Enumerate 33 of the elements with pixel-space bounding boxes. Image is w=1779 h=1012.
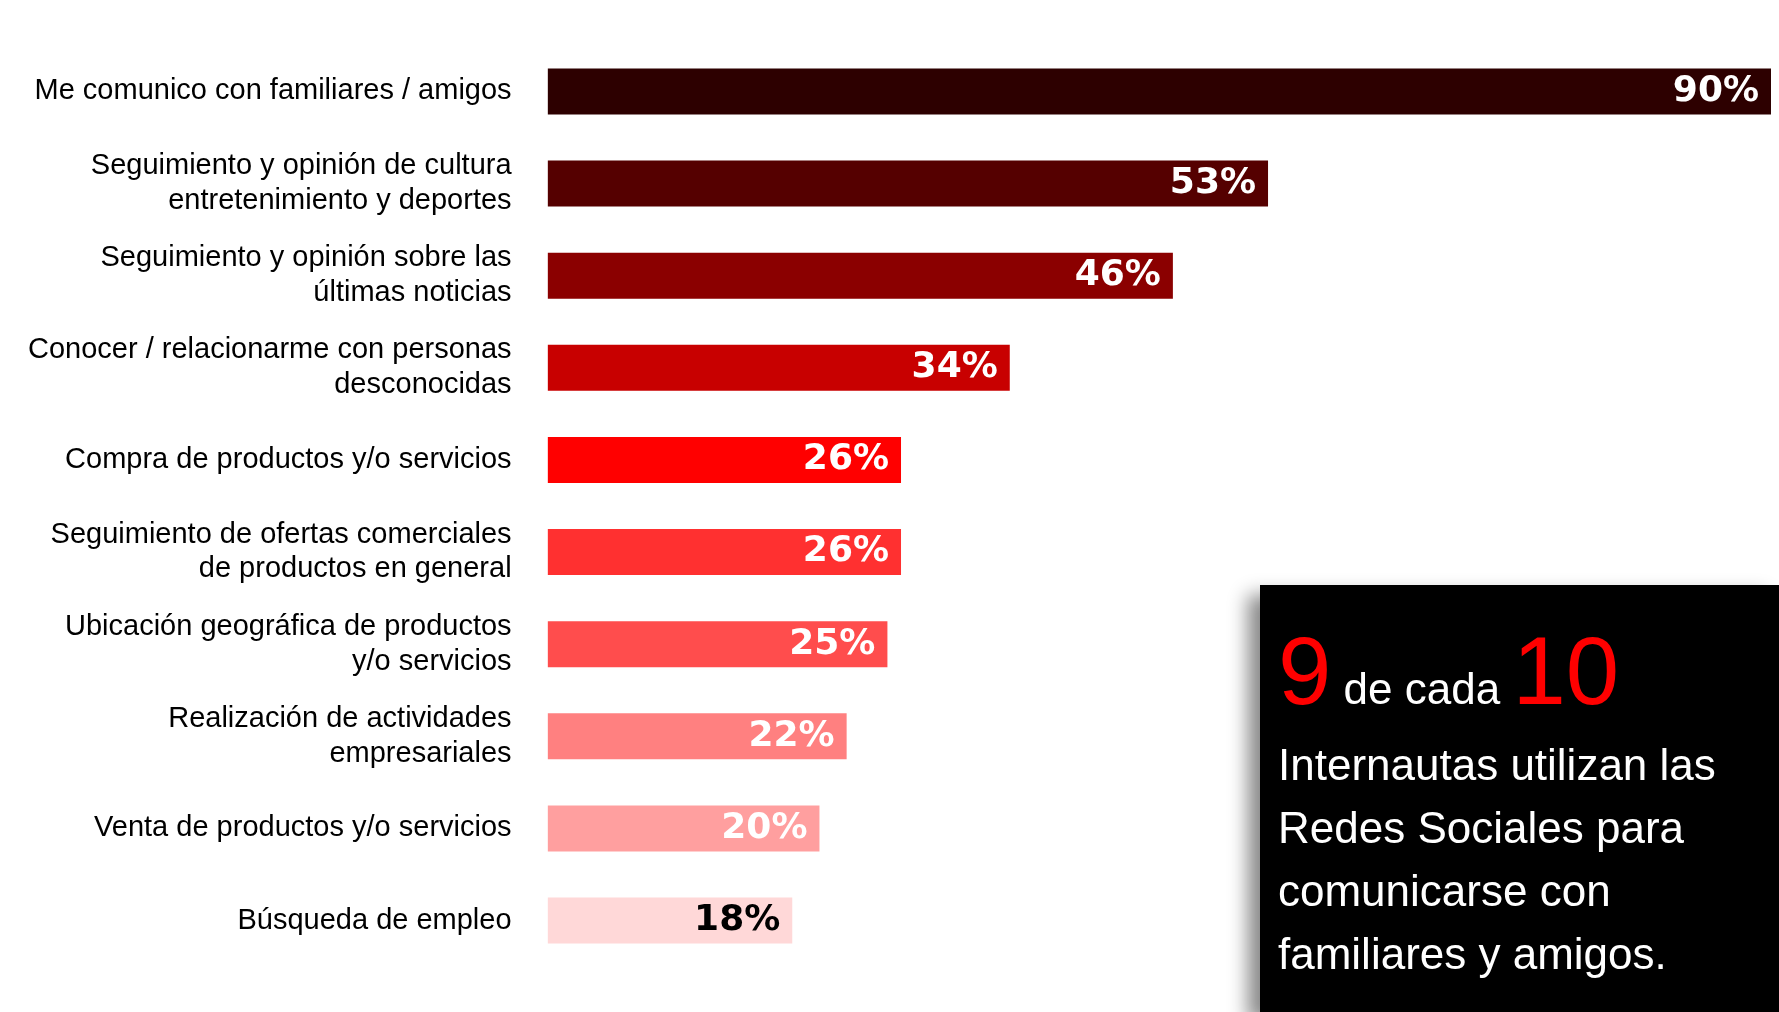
annotation: Internautas utilizan las Redes Sociales para comunicarse con familiares y amigos. — [1278, 739, 1717, 980]
y-tick-label: Realización de actividades empresariales — [168, 700, 512, 768]
data-label: 53% — [1169, 159, 1257, 201]
y-tick-label: Ubicación geográfica de productos y/o servicios — [65, 608, 512, 676]
data-label: 25% — [789, 620, 876, 662]
data-label: 26% — [802, 528, 890, 570]
data-label: 26% — [802, 436, 890, 478]
data-label: 34% — [911, 344, 998, 386]
bar — [547, 436, 902, 483]
y-tick-label: Venta de productos y/o servicios — [94, 810, 512, 843]
bar — [547, 252, 1173, 299]
y-tick-label: Seguimiento de ofertas comerciales de productos en general — [50, 516, 512, 584]
bar — [547, 344, 1010, 391]
data-label: 20% — [721, 804, 808, 846]
bar — [547, 529, 902, 576]
y-tick-label: Conocer / relacionarme con personas desconocidas — [27, 332, 512, 400]
data-label: 18% — [694, 896, 781, 938]
y-tick-label: Seguimiento y opinión sobre las últimas noticias — [100, 240, 512, 308]
bar — [547, 68, 1771, 115]
y-tick-label: Seguimiento y opinión de cultura entretenimiento y deportes — [90, 148, 513, 215]
bar — [547, 713, 847, 760]
annotation: 10 — [1512, 617, 1620, 724]
bar — [547, 621, 888, 668]
bar — [547, 160, 1269, 207]
annotation: 9 — [1278, 617, 1332, 724]
data-label: 22% — [748, 712, 835, 754]
y-tick-label: Compra de productos y/o servicios — [65, 441, 512, 474]
bar — [547, 805, 820, 852]
data-label: 46% — [1074, 252, 1161, 294]
annotation: de cada — [1342, 664, 1502, 713]
data-label: 90% — [1672, 67, 1759, 109]
y-tick-label: Me comunico con familiares / amigos — [34, 73, 512, 106]
y-tick-label: Búsqueda de empleo — [237, 902, 512, 935]
